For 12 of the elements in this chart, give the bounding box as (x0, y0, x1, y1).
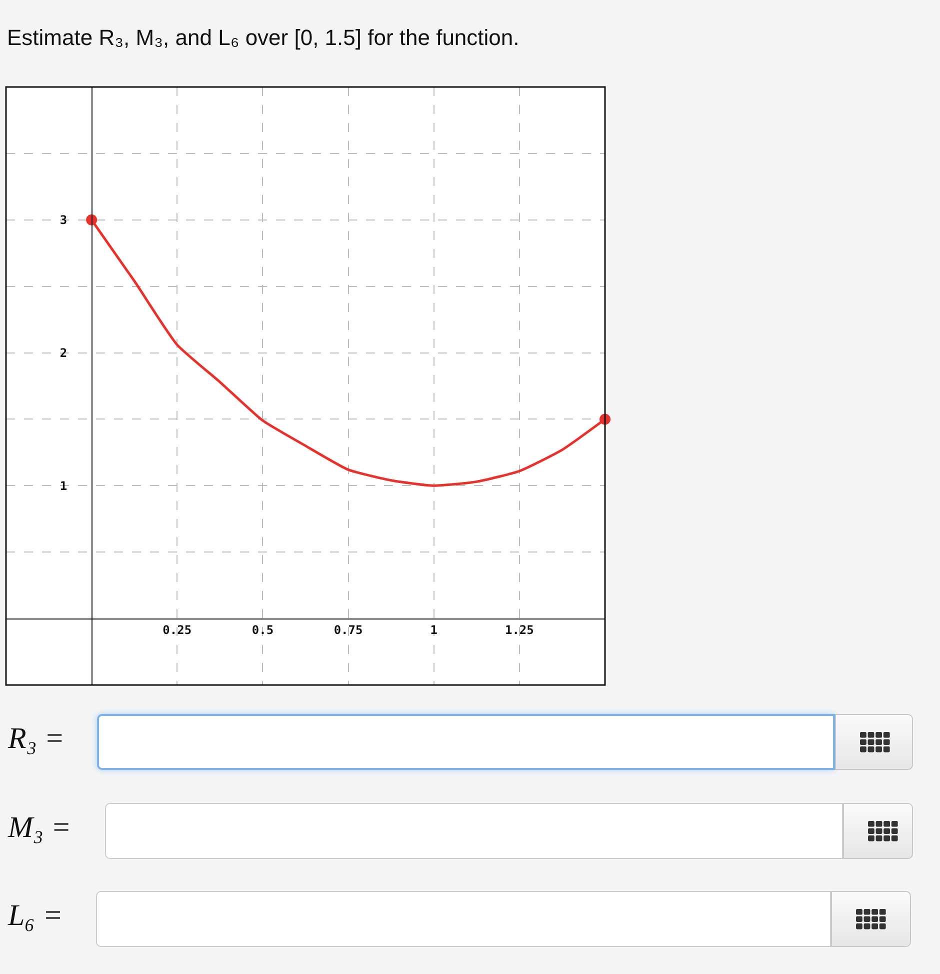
y-tick-label: 1 (60, 478, 68, 493)
x-tick-label: 0.75 (334, 622, 363, 637)
text: M₃ = (8, 811, 72, 845)
x-tick-label: 1 (430, 622, 438, 637)
chart-title: Estimate R₃, M₃, and L₆ over [0, 1.5] for the function. (7, 25, 520, 51)
y-tick-label: 3 (60, 213, 68, 228)
y-tick-label: 2 (60, 346, 68, 360)
x-tick-label: 1.25 (504, 622, 534, 637)
text: R₃ = (8, 722, 64, 756)
x-tick-label: 0.25 (162, 622, 192, 637)
x-tick-label: 0.5 (252, 622, 274, 637)
text: L₆ = (8, 899, 63, 933)
